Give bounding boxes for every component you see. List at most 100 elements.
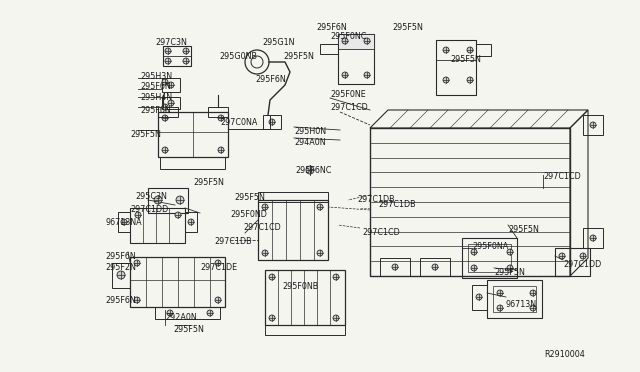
Circle shape [507, 265, 513, 271]
Bar [462, 238, 517, 278]
Circle shape [134, 260, 140, 266]
Bar [468, 244, 511, 272]
Circle shape [443, 77, 449, 83]
Bar [370, 128, 570, 276]
Text: 297C1DD: 297C1DD [563, 260, 601, 269]
Text: 295F0NA: 295F0NA [472, 242, 508, 251]
Circle shape [530, 305, 536, 311]
Circle shape [392, 264, 398, 270]
Text: 295F5N: 295F5N [173, 325, 204, 334]
Circle shape [497, 305, 503, 311]
Circle shape [175, 212, 181, 218]
Circle shape [262, 250, 268, 256]
Bar [583, 228, 603, 248]
Circle shape [207, 310, 213, 316]
Text: 295F6N: 295F6N [105, 252, 136, 261]
Circle shape [530, 290, 536, 296]
Circle shape [333, 315, 339, 321]
Circle shape [215, 260, 221, 266]
Bar [158, 107, 178, 117]
Text: 295H0N: 295H0N [294, 127, 326, 136]
Text: 295F2N: 295F2N [105, 263, 136, 272]
Circle shape [590, 122, 596, 128]
Bar [420, 258, 450, 276]
Text: 297C1CD: 297C1CD [243, 223, 281, 232]
Text: 295F5N: 295F5N [508, 225, 539, 234]
Circle shape [364, 72, 370, 78]
Circle shape [580, 253, 586, 259]
Circle shape [342, 72, 348, 78]
Circle shape [317, 250, 323, 256]
Text: 297C3N: 297C3N [155, 38, 187, 47]
Bar [112, 263, 130, 288]
Circle shape [467, 47, 473, 53]
Text: 297C1DB: 297C1DB [378, 200, 415, 209]
Bar [258, 200, 328, 260]
Circle shape [218, 147, 224, 153]
Bar [160, 157, 225, 169]
Text: 295G1N: 295G1N [262, 38, 294, 47]
Circle shape [162, 104, 168, 110]
Text: 292A0N: 292A0N [165, 313, 196, 322]
Bar [487, 280, 542, 318]
Circle shape [135, 212, 141, 218]
Circle shape [134, 297, 140, 303]
Circle shape [183, 48, 189, 54]
Text: 295F6N: 295F6N [105, 296, 136, 305]
Text: 295F0NC: 295F0NC [330, 32, 366, 41]
Circle shape [559, 253, 565, 259]
Circle shape [262, 204, 268, 210]
Text: 295G0NB: 295G0NB [219, 52, 257, 61]
Bar [380, 258, 410, 276]
Circle shape [183, 58, 189, 64]
Text: 297C1CD: 297C1CD [543, 172, 580, 181]
Bar [163, 46, 191, 66]
Text: 295F6N: 295F6N [140, 82, 171, 91]
Circle shape [117, 271, 125, 279]
Bar [436, 40, 476, 60]
Text: 295F6N: 295F6N [255, 75, 285, 84]
Text: 297C1DD: 297C1DD [130, 205, 168, 214]
Text: 294A0N: 294A0N [294, 138, 326, 147]
Text: 297C1DB: 297C1DB [357, 195, 395, 204]
Text: 297C1DE: 297C1DE [200, 263, 237, 272]
Bar [148, 188, 188, 213]
Text: 295F5N: 295F5N [392, 23, 423, 32]
Circle shape [176, 196, 184, 204]
Text: 96713N: 96713N [506, 300, 537, 309]
Bar [338, 34, 374, 84]
Circle shape [432, 264, 438, 270]
Circle shape [476, 294, 482, 300]
Circle shape [269, 315, 275, 321]
Circle shape [497, 290, 503, 296]
Bar [162, 97, 180, 109]
Text: 96713NA: 96713NA [105, 218, 141, 227]
Bar [472, 285, 487, 310]
Bar [118, 212, 130, 232]
Bar [265, 270, 345, 325]
Circle shape [215, 297, 221, 303]
Circle shape [162, 115, 168, 121]
Bar [208, 107, 228, 117]
Circle shape [188, 219, 194, 225]
Text: 297C1CD: 297C1CD [330, 103, 368, 112]
Bar [338, 34, 374, 49]
Circle shape [168, 100, 174, 106]
Text: 295F0NE: 295F0NE [330, 90, 365, 99]
Circle shape [364, 38, 370, 44]
Bar [162, 78, 180, 92]
Text: 295F6NC: 295F6NC [295, 166, 332, 175]
Circle shape [306, 166, 314, 174]
Circle shape [471, 265, 477, 271]
Text: 295F5N: 295F5N [234, 193, 265, 202]
Circle shape [168, 82, 174, 88]
Circle shape [333, 274, 339, 280]
Text: 295F5N: 295F5N [494, 268, 525, 277]
Bar [130, 208, 185, 243]
Bar [583, 115, 603, 135]
Text: R2910004: R2910004 [544, 350, 585, 359]
Bar [320, 44, 338, 54]
Circle shape [590, 235, 596, 241]
Circle shape [162, 147, 168, 153]
Bar [185, 212, 197, 232]
